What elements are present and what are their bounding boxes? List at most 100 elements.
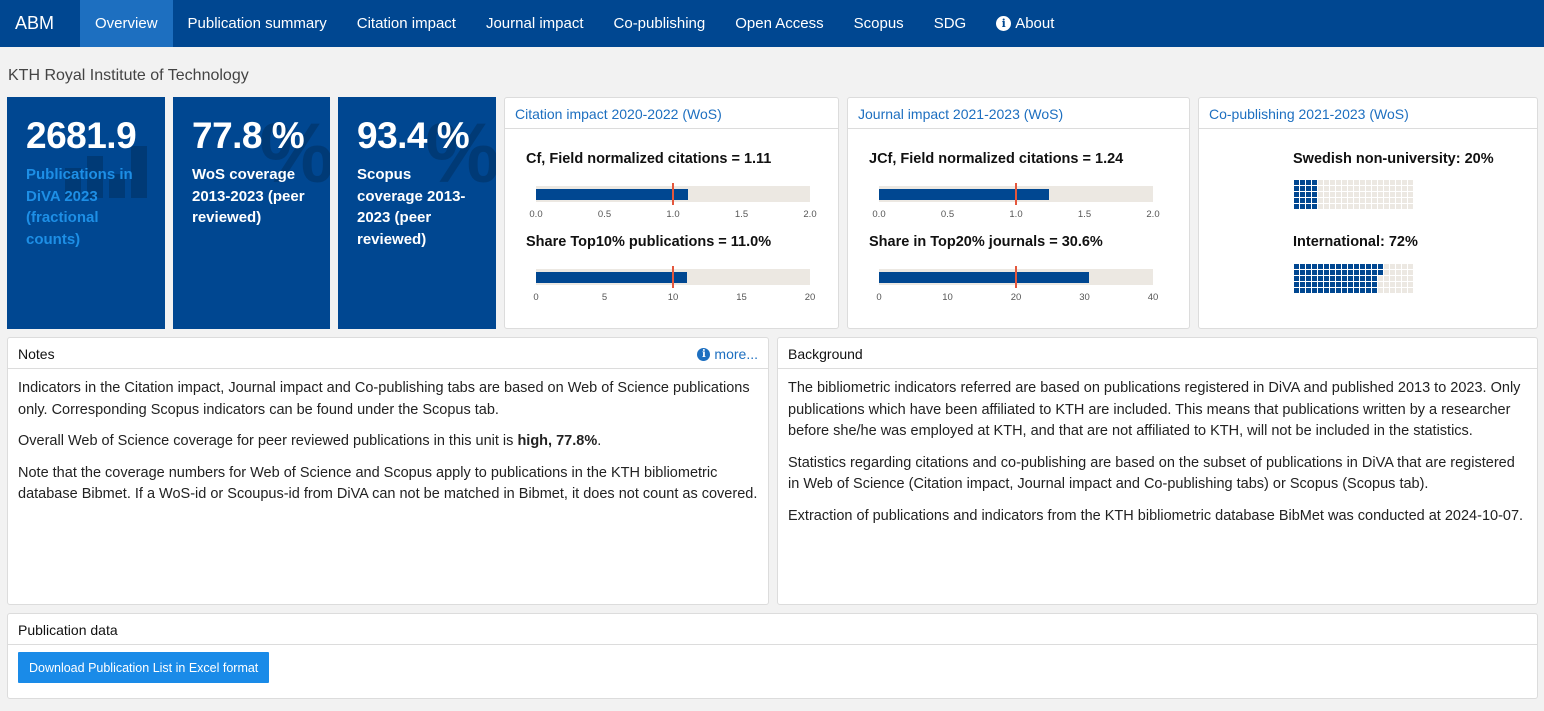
bullet-target-marker <box>672 266 674 288</box>
background-body: The bibliometric indicators referred are… <box>778 369 1537 527</box>
waffle-cell <box>1348 282 1353 287</box>
co-publishing-title[interactable]: Co-publishing 2021-2023 (WoS) <box>1199 98 1537 129</box>
waffle-cell <box>1360 198 1365 203</box>
bullet-target-marker <box>1015 266 1017 288</box>
waffle-cell <box>1348 264 1353 269</box>
brand-logo[interactable]: ABM <box>15 13 55 33</box>
background-header: Background <box>778 338 1537 369</box>
waffle-cell <box>1372 180 1377 185</box>
waffle-cell <box>1300 288 1305 293</box>
waffle-cell <box>1390 204 1395 209</box>
swedish-label: Swedish non-university: 20% <box>1293 151 1494 167</box>
tab-about[interactable]: i About <box>981 0 1069 47</box>
tab-open-access[interactable]: Open Access <box>735 15 824 32</box>
waffle-cell <box>1390 288 1395 293</box>
waffle-cell <box>1318 270 1323 275</box>
waffle-cell <box>1300 264 1305 269</box>
waffle-cell <box>1366 204 1371 209</box>
notes-coverage-suffix: . <box>597 433 602 449</box>
tab-scopus[interactable]: Scopus <box>853 15 904 32</box>
waffle-cell <box>1336 180 1341 185</box>
waffle-cell <box>1336 186 1341 191</box>
waffle-cell <box>1330 270 1335 275</box>
waffle-cell <box>1312 204 1317 209</box>
tab-citation-impact[interactable]: Citation impact <box>356 15 456 32</box>
waffle-cell <box>1348 192 1353 197</box>
notes-more-link[interactable]: i more... <box>697 346 758 362</box>
waffle-cell <box>1300 270 1305 275</box>
waffle-cell <box>1372 192 1377 197</box>
waffle-cell <box>1402 282 1407 287</box>
bullet-tick-label: 20 <box>1010 292 1022 303</box>
waffle-cell <box>1354 192 1359 197</box>
tab-overview[interactable]: Overview <box>80 0 173 47</box>
waffle-cell <box>1396 204 1401 209</box>
bullet-axis: 0 10 20 30 40 <box>876 292 1158 304</box>
waffle-cell <box>1330 288 1335 293</box>
waffle-cell <box>1384 186 1389 191</box>
waffle-cell <box>1336 192 1341 197</box>
waffle-cell <box>1336 264 1341 269</box>
citation-impact-title[interactable]: Citation impact 2020-2022 (WoS) <box>505 98 838 129</box>
bullet-tick-label: 0.0 <box>529 209 543 220</box>
tab-journal-impact[interactable]: Journal impact <box>485 15 584 32</box>
waffle-cell <box>1372 288 1377 293</box>
waffle-cell <box>1354 204 1359 209</box>
bullet-value-bar <box>879 188 1049 200</box>
waffle-cell <box>1348 180 1353 185</box>
waffle-cell <box>1312 180 1317 185</box>
tab-sdg[interactable]: SDG <box>933 15 967 32</box>
waffle-cell <box>1330 264 1335 269</box>
bullet-target-marker <box>1015 183 1017 205</box>
background-panel: Background The bibliometric indicators r… <box>777 337 1538 605</box>
jcf-label: JCf, Field normalized citations = 1.24 <box>869 151 1124 167</box>
waffle-cell <box>1306 204 1311 209</box>
waffle-cell <box>1378 204 1383 209</box>
tab-co-publishing[interactable]: Co-publishing <box>613 15 706 32</box>
waffle-cell <box>1360 288 1365 293</box>
waffle-cell <box>1348 204 1353 209</box>
waffle-cell <box>1390 264 1395 269</box>
waffle-cell <box>1384 192 1389 197</box>
waffle-cell <box>1402 264 1407 269</box>
notes-panel: Notes i more... Indicators in the Citati… <box>7 337 769 605</box>
waffle-cell <box>1390 192 1395 197</box>
waffle-cell <box>1306 264 1311 269</box>
cf-label: Cf, Field normalized citations = 1.11 <box>526 151 772 167</box>
waffle-cell <box>1342 198 1347 203</box>
waffle-cell <box>1402 204 1407 209</box>
bullet-axis: 0.0 0.5 1.0 1.5 2.0 <box>872 209 1159 221</box>
tab-publication-summary[interactable]: Publication summary <box>187 15 327 32</box>
waffle-cell <box>1390 186 1395 191</box>
waffle-cell <box>1390 282 1395 287</box>
publication-data-title: Publication data <box>18 622 118 638</box>
download-excel-button[interactable]: Download Publication List in Excel forma… <box>18 652 270 683</box>
waffle-cell <box>1408 288 1413 293</box>
waffle-cell <box>1300 204 1305 209</box>
waffle-cell <box>1366 282 1371 287</box>
waffle-cell <box>1342 180 1347 185</box>
waffle-cell <box>1390 270 1395 275</box>
journal-impact-title[interactable]: Journal impact 2021-2023 (WoS) <box>848 98 1189 129</box>
waffle-cell <box>1360 282 1365 287</box>
waffle-cell <box>1402 180 1407 185</box>
waffle-cell <box>1312 276 1317 281</box>
waffle-cell <box>1372 204 1377 209</box>
tab-about-label: About <box>1015 15 1055 32</box>
waffle-cell <box>1390 276 1395 281</box>
notes-body: Indicators in the Citation impact, Journ… <box>8 369 768 506</box>
waffle-cell <box>1396 270 1401 275</box>
more-link-label: more... <box>714 346 758 362</box>
waffle-cell <box>1330 282 1335 287</box>
waffle-cell <box>1402 198 1407 203</box>
bullet-value-bar <box>536 271 687 283</box>
waffle-cell <box>1336 270 1341 275</box>
waffle-cell <box>1336 198 1341 203</box>
waffle-cell <box>1384 204 1389 209</box>
waffle-cell <box>1318 198 1323 203</box>
waffle-cell <box>1348 198 1353 203</box>
waffle-cell <box>1312 186 1317 191</box>
bullet-tick-label: 15 <box>736 292 747 303</box>
waffle-cell <box>1300 276 1305 281</box>
waffle-cell <box>1318 186 1323 191</box>
